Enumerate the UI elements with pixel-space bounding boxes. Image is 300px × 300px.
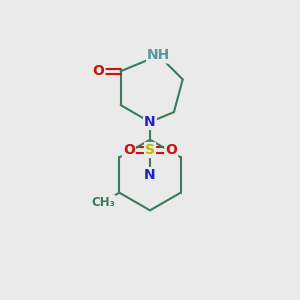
Text: NH: NH [147,49,170,62]
Text: N: N [144,115,156,129]
Text: S: S [145,143,155,157]
Text: O: O [165,143,177,157]
Text: CH₃: CH₃ [91,196,115,209]
Text: O: O [123,143,135,157]
Text: N: N [144,168,156,182]
Text: O: O [93,64,104,78]
